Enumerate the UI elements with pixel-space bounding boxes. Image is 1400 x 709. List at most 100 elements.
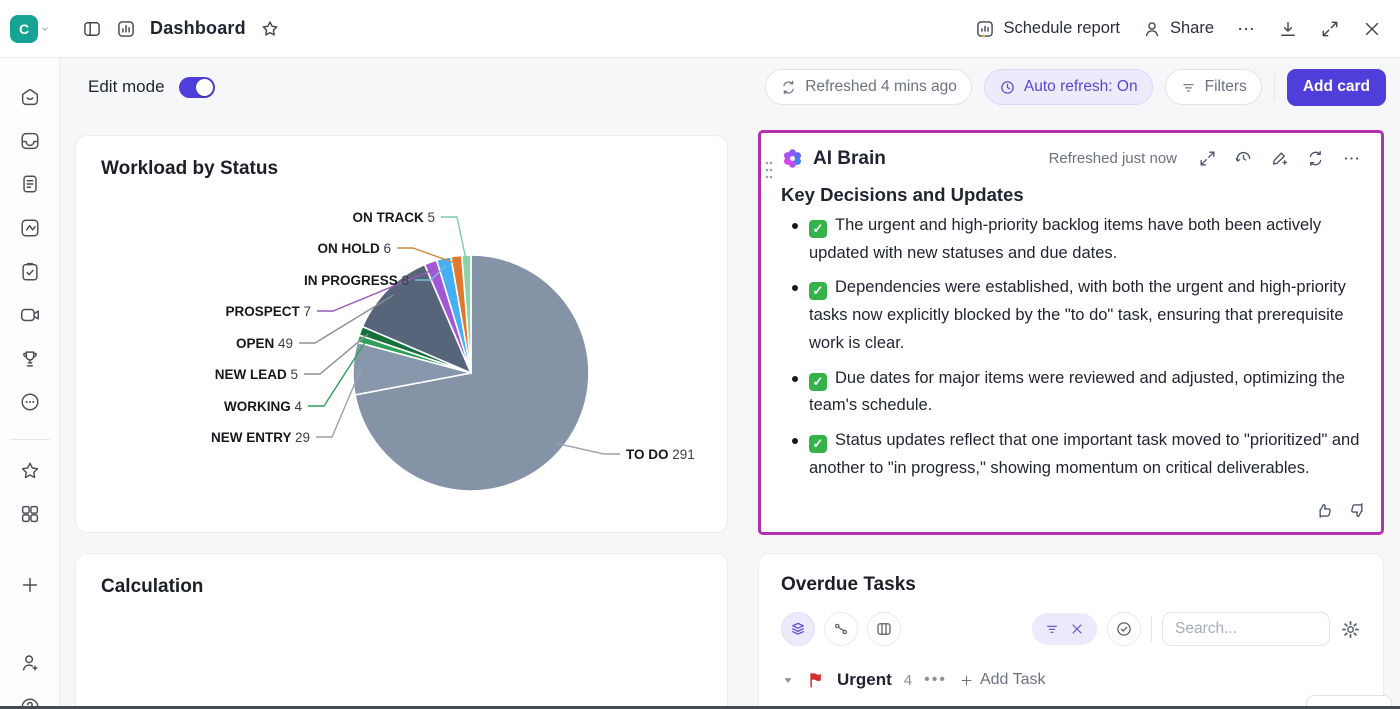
toggle-knob xyxy=(195,78,213,96)
schedule-report-icon xyxy=(977,20,994,39)
refresh-icon[interactable] xyxy=(1306,149,1325,168)
schedule-report-button[interactable]: Schedule report xyxy=(975,19,1120,39)
fullscreen-icon[interactable] xyxy=(1320,19,1340,39)
trophy-icon xyxy=(22,351,37,367)
columns-button[interactable] xyxy=(867,612,901,646)
refreshed-button[interactable]: Refreshed 4 mins ago xyxy=(765,69,972,105)
bullet-text: Dependencies were established, with both… xyxy=(809,278,1346,352)
bullet-dot xyxy=(792,375,798,382)
user-plus-icon xyxy=(22,655,38,671)
plus-icon xyxy=(961,675,972,685)
toggle-sidebar-icon[interactable] xyxy=(82,19,102,39)
pie-label: ON TRACK 5 xyxy=(352,210,435,225)
star-icon xyxy=(21,462,38,479)
filters-button[interactable]: Filters xyxy=(1164,69,1262,105)
sidebar-item-docs[interactable] xyxy=(12,167,48,202)
workspace-avatar[interactable]: C xyxy=(10,14,38,43)
pie-callout-line xyxy=(441,216,468,264)
more-circle-icon xyxy=(20,393,39,411)
clear-filter-icon[interactable] xyxy=(1069,621,1085,637)
search-input[interactable] xyxy=(1162,612,1330,646)
pie-label: TO DO 291 xyxy=(626,447,695,462)
close-icon[interactable] xyxy=(1362,19,1382,39)
filter-icon xyxy=(1047,625,1057,633)
columns-icon xyxy=(877,623,891,635)
ai-refreshed-label: Refreshed just now xyxy=(1048,150,1177,167)
home-icon xyxy=(21,89,38,106)
subtasks-button[interactable] xyxy=(824,612,858,646)
bullet-dot xyxy=(792,285,798,292)
floating-panel-corner[interactable] xyxy=(1306,695,1392,706)
settings-gear-icon[interactable] xyxy=(1340,619,1361,640)
ai-brain-card: AI Brain Refreshed just now Key Decision… xyxy=(758,130,1384,535)
pie-label: PROSPECT 7 xyxy=(225,304,311,319)
group-options-icon[interactable]: ••• xyxy=(924,671,947,688)
chevron-down-icon xyxy=(42,27,48,31)
pie-callout-line xyxy=(317,269,434,312)
share-person-icon xyxy=(1145,21,1159,36)
grid-icon xyxy=(21,506,38,523)
share-button[interactable]: Share xyxy=(1142,19,1214,39)
sidebar-invite-button[interactable] xyxy=(12,646,48,681)
list-item: ✓ Dependencies were established, with bot… xyxy=(781,274,1361,357)
check-circle-icon xyxy=(1117,622,1131,636)
download-icon[interactable] xyxy=(1278,19,1298,39)
add-task-button[interactable]: Add Task xyxy=(959,671,1045,689)
pie-callout-line xyxy=(299,294,394,344)
clipboard-check-icon xyxy=(21,262,38,281)
sidebar-item-home[interactable] xyxy=(12,80,48,115)
pie-label: ON HOLD 6 xyxy=(317,241,391,256)
sidebar-item-more[interactable] xyxy=(12,385,48,420)
pie-label: NEW LEAD 5 xyxy=(215,367,298,382)
show-closed-button[interactable] xyxy=(1107,612,1141,646)
auto-refresh-button[interactable]: Auto refresh: On xyxy=(983,69,1153,105)
pie-callout-line xyxy=(308,340,367,407)
sidebar-item-favorites[interactable] xyxy=(12,454,48,489)
thumbs-down-icon[interactable] xyxy=(1348,501,1367,520)
collapse-caret-icon[interactable] xyxy=(781,673,795,687)
refresh-icon xyxy=(783,80,794,94)
sidebar-item-dashboards[interactable] xyxy=(12,497,48,532)
plus-icon xyxy=(22,577,37,593)
clock-icon xyxy=(1001,80,1014,94)
route-icon xyxy=(834,623,848,635)
sidebar-item-clips[interactable] xyxy=(12,298,48,333)
overdue-toolbar-divider xyxy=(1151,616,1152,642)
workload-by-status-card: Workload by Status TO DO 291 NEW ENTRY 29… xyxy=(75,135,728,533)
sidebar-item-goals[interactable] xyxy=(12,341,48,376)
expand-icon[interactable] xyxy=(1198,149,1217,168)
pie-callout-line xyxy=(415,265,447,281)
sidebar-add-button[interactable] xyxy=(12,568,48,603)
pie-slice-on-track[interactable] xyxy=(460,254,472,374)
list-item: ✓ The urgent and high-priority backlog it… xyxy=(781,212,1361,267)
task-group-row: Urgent 4 ••• Add Task xyxy=(781,670,1361,690)
pie-label: WORKING 4 xyxy=(224,399,303,414)
workspace-switcher[interactable]: C xyxy=(0,14,60,43)
group-name[interactable]: Urgent xyxy=(837,670,892,689)
sidebar-item-whiteboards[interactable] xyxy=(12,211,48,246)
history-icon[interactable] xyxy=(1234,149,1253,168)
active-filter-pill[interactable] xyxy=(1032,613,1097,645)
edit-add-icon[interactable] xyxy=(1270,149,1289,168)
calculation-card: Calculation xyxy=(75,553,728,709)
check-emoji-icon: ✓ xyxy=(809,372,827,391)
pie-callout-line xyxy=(397,247,458,265)
more-options-icon[interactable] xyxy=(1236,19,1256,39)
sidebar-item-inbox[interactable] xyxy=(12,124,48,159)
thumbs-up-icon[interactable] xyxy=(1315,501,1334,520)
pie-slice-to-do[interactable] xyxy=(354,254,590,492)
bullet-dot xyxy=(792,438,798,445)
dashboard-toolbar: Edit mode Refreshed 4 mins ago Auto refr… xyxy=(60,58,1400,116)
pie-slice-open[interactable] xyxy=(361,263,473,375)
drag-handle-icon[interactable] xyxy=(764,159,774,181)
inbox-icon xyxy=(20,132,39,149)
group-by-button[interactable] xyxy=(781,612,815,646)
urgent-flag-icon xyxy=(810,672,821,688)
pie-callout-line xyxy=(555,442,620,455)
favorite-star-icon[interactable] xyxy=(260,19,280,39)
add-card-button[interactable]: Add card xyxy=(1286,68,1386,106)
ellipsis-icon[interactable] xyxy=(1342,149,1361,168)
layers-icon xyxy=(792,622,804,635)
edit-mode-toggle[interactable] xyxy=(178,76,215,98)
sidebar-item-tasks[interactable] xyxy=(12,254,48,289)
